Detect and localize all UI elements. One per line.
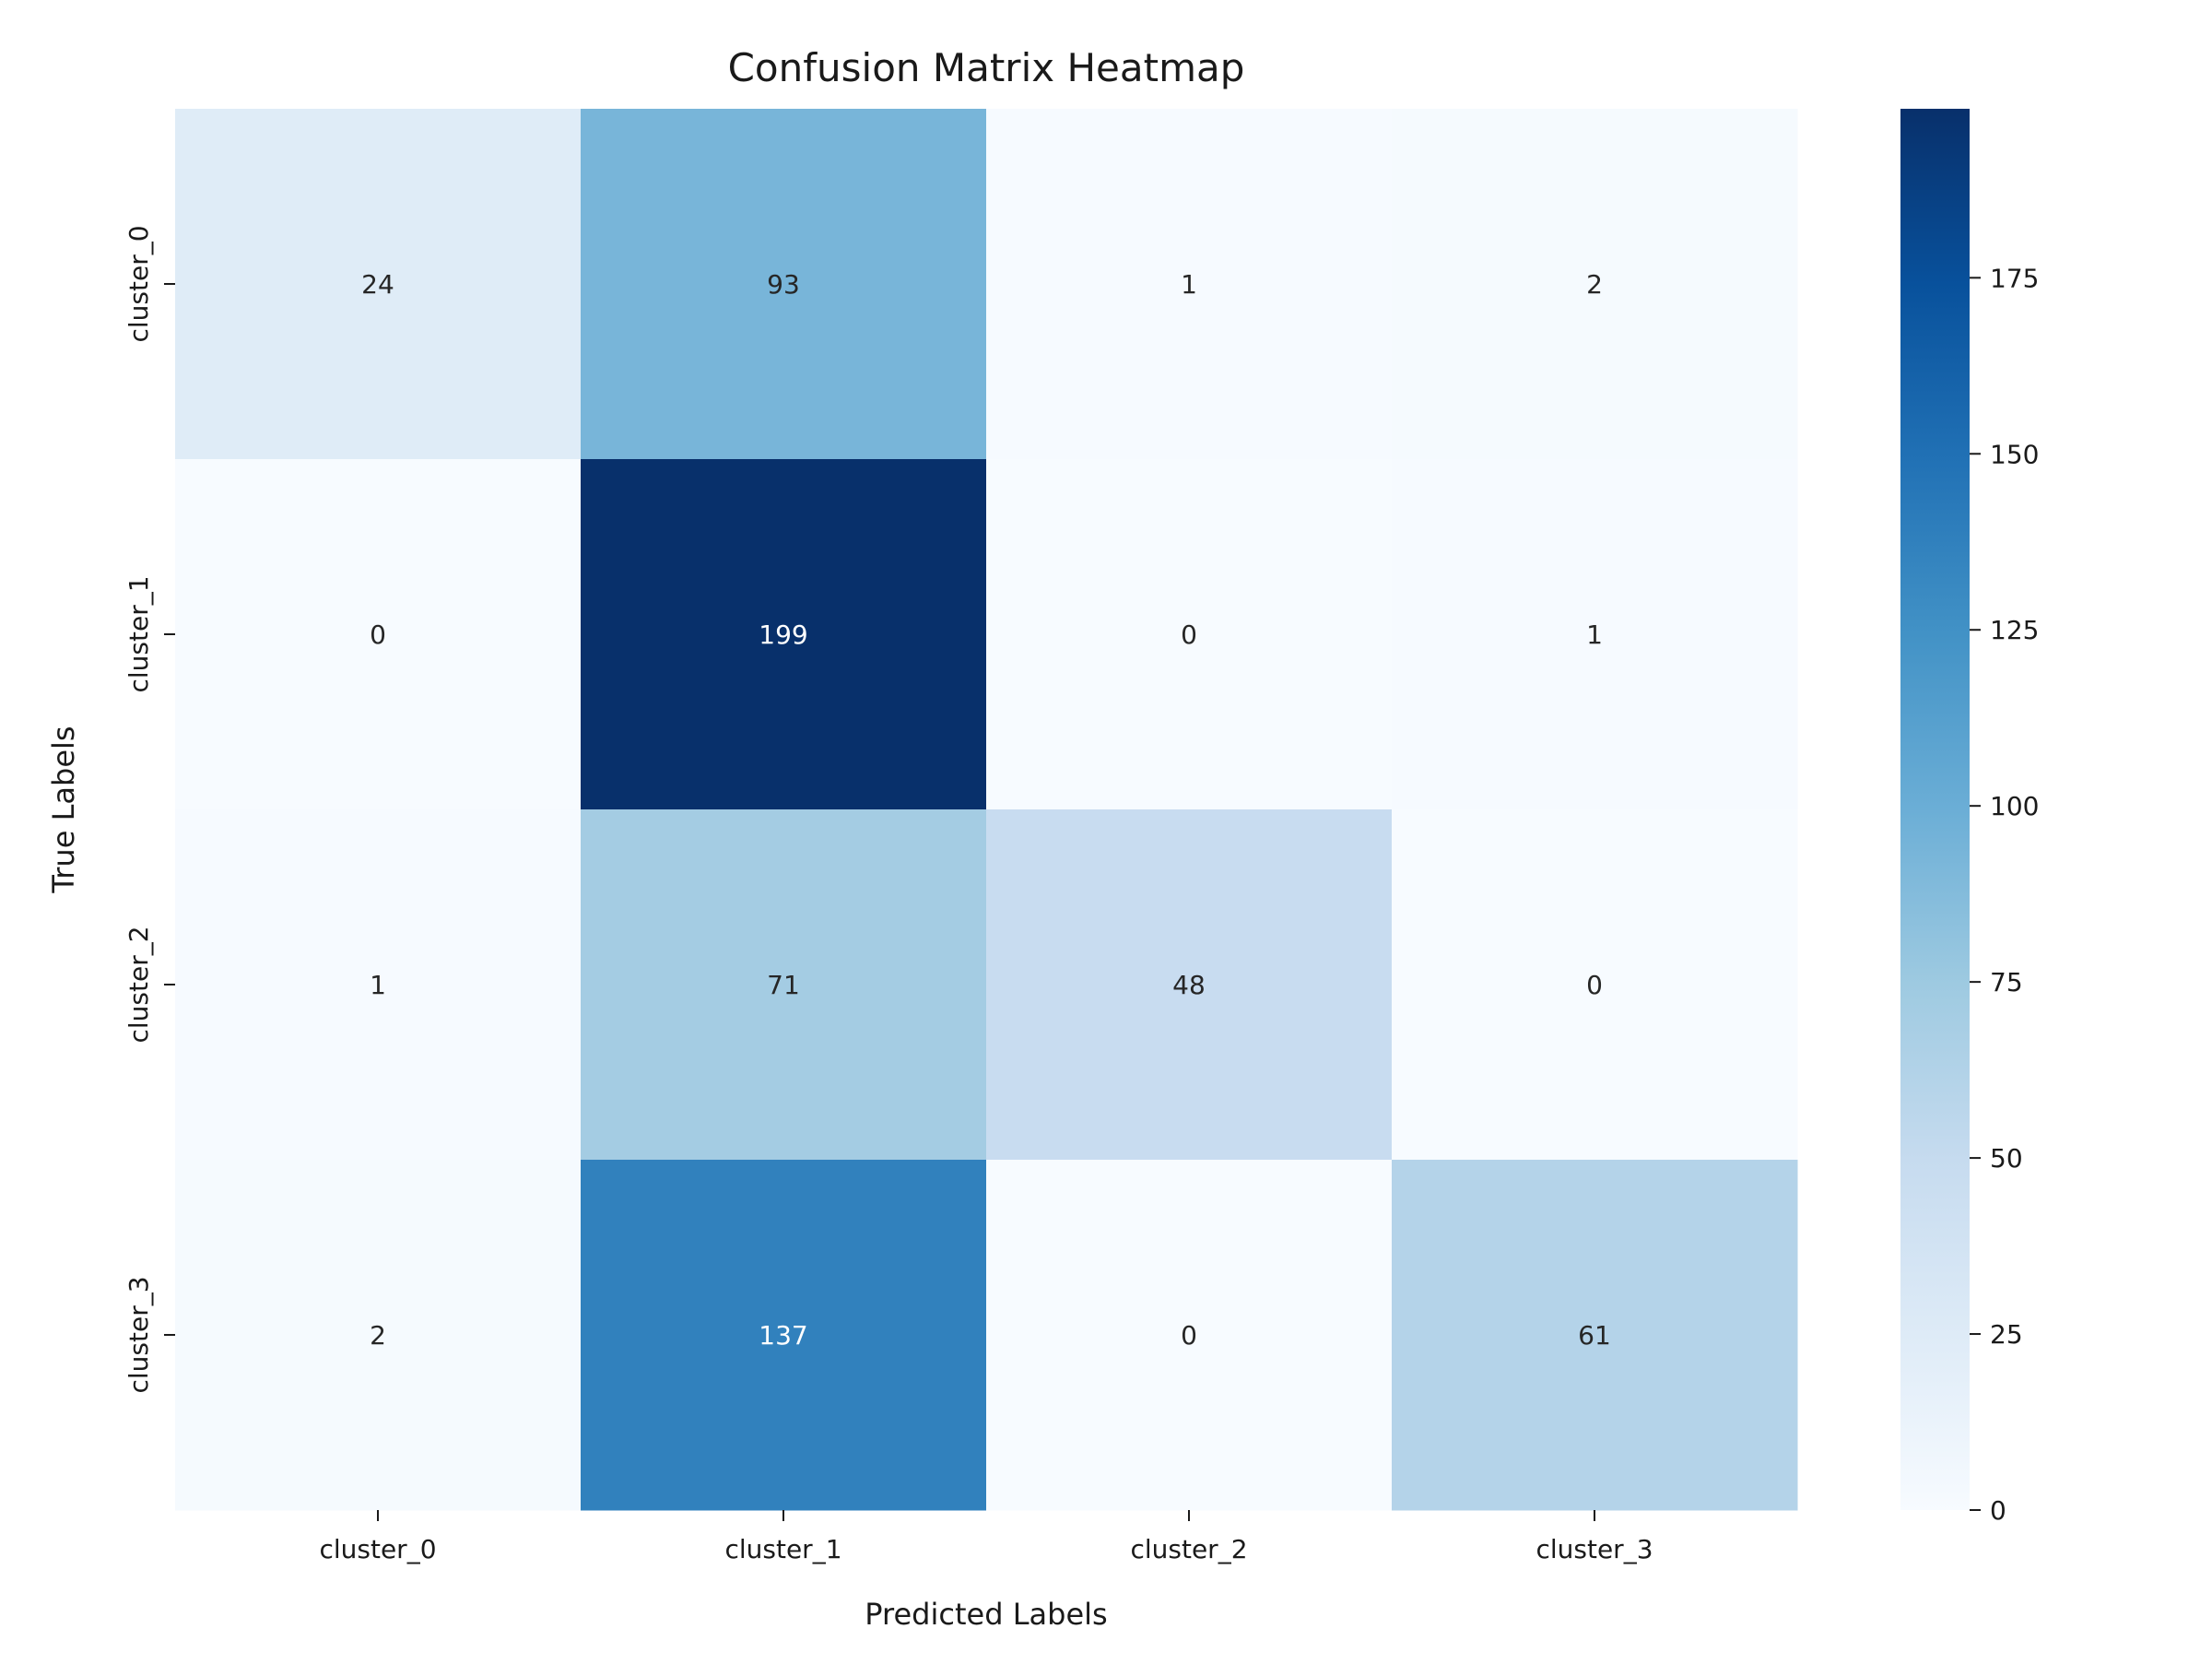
cell-value-label: 24 <box>361 269 394 300</box>
colorbar-tick-label: 125 <box>1990 615 2039 645</box>
heatmap-cell <box>581 109 987 460</box>
heatmap-cell <box>1392 809 1798 1161</box>
heatmap-cell <box>175 809 582 1161</box>
x-axis-ticks: cluster_0 cluster_1 cluster_2 cluster_3 <box>319 1510 1653 1564</box>
colorbar-gradient <box>1900 109 1970 1510</box>
colorbar-tick-label: 25 <box>1990 1319 2023 1350</box>
colorbar-tick-label: 50 <box>1990 1143 2023 1174</box>
heatmap-cell-labels: 24 93 1 2 0 199 0 1 1 71 48 0 2 137 0 61 <box>361 269 1611 1351</box>
cell-value-label: 199 <box>759 620 807 650</box>
y-axis-label: True Labels <box>46 726 81 893</box>
colorbar-tick-label: 175 <box>1990 263 2039 293</box>
heatmap-cell <box>986 459 1393 810</box>
heatmap-cell <box>986 809 1393 1161</box>
cell-value-label: 48 <box>1172 970 1206 1000</box>
cell-value-label: 1 <box>370 970 386 1000</box>
x-tick-label: cluster_1 <box>724 1534 841 1564</box>
cell-value-label: 1 <box>1586 620 1603 650</box>
cell-value-label: 0 <box>370 620 386 650</box>
cell-value-label: 0 <box>1586 970 1603 1000</box>
heatmap-cell <box>1392 1160 1798 1511</box>
heatmap-cell <box>175 459 582 810</box>
y-tick-label: cluster_1 <box>124 575 154 692</box>
colorbar-tick-label: 75 <box>1990 967 2023 997</box>
heatmap-cell <box>1392 109 1798 460</box>
heatmap-cell <box>1392 459 1798 810</box>
colorbar-tick-label: 0 <box>1990 1495 2006 1526</box>
y-tick-label: cluster_3 <box>124 1276 154 1393</box>
heatmap-cell <box>986 1160 1393 1511</box>
cell-value-label: 2 <box>1586 269 1603 300</box>
heatmap-cell <box>175 109 582 460</box>
y-tick-label: cluster_0 <box>124 225 154 342</box>
y-axis-ticks: cluster_0 cluster_1 cluster_2 cluster_3 <box>124 225 175 1394</box>
cell-value-label: 2 <box>370 1320 386 1351</box>
heatmap-cells <box>175 109 1798 1511</box>
heatmap-cell <box>581 809 987 1161</box>
colorbar-tick-label: 150 <box>1990 439 2039 469</box>
heatmap-cell <box>581 459 987 810</box>
heatmap-cell <box>175 1160 582 1511</box>
x-tick-label: cluster_2 <box>1130 1534 1247 1564</box>
chart-title: Confusion Matrix Heatmap <box>728 45 1245 90</box>
x-axis-label: Predicted Labels <box>865 1597 1107 1632</box>
cell-value-label: 61 <box>1578 1320 1611 1351</box>
cell-value-label: 71 <box>767 970 800 1000</box>
cell-value-label: 137 <box>759 1320 807 1351</box>
colorbar: 0 25 50 75 100 125 150 175 <box>1900 109 2039 1526</box>
cell-value-label: 0 <box>1181 1320 1197 1351</box>
x-tick-label: cluster_3 <box>1535 1534 1653 1564</box>
cell-value-label: 0 <box>1181 620 1197 650</box>
heatmap-cell <box>986 109 1393 460</box>
cell-value-label: 93 <box>767 269 800 300</box>
colorbar-ticks: 0 25 50 75 100 125 150 175 <box>1970 263 2039 1526</box>
cell-value-label: 1 <box>1181 269 1197 300</box>
heatmap-cell <box>581 1160 987 1511</box>
y-tick-label: cluster_2 <box>124 926 154 1043</box>
colorbar-tick-label: 100 <box>1990 791 2039 821</box>
x-tick-label: cluster_0 <box>319 1534 436 1564</box>
